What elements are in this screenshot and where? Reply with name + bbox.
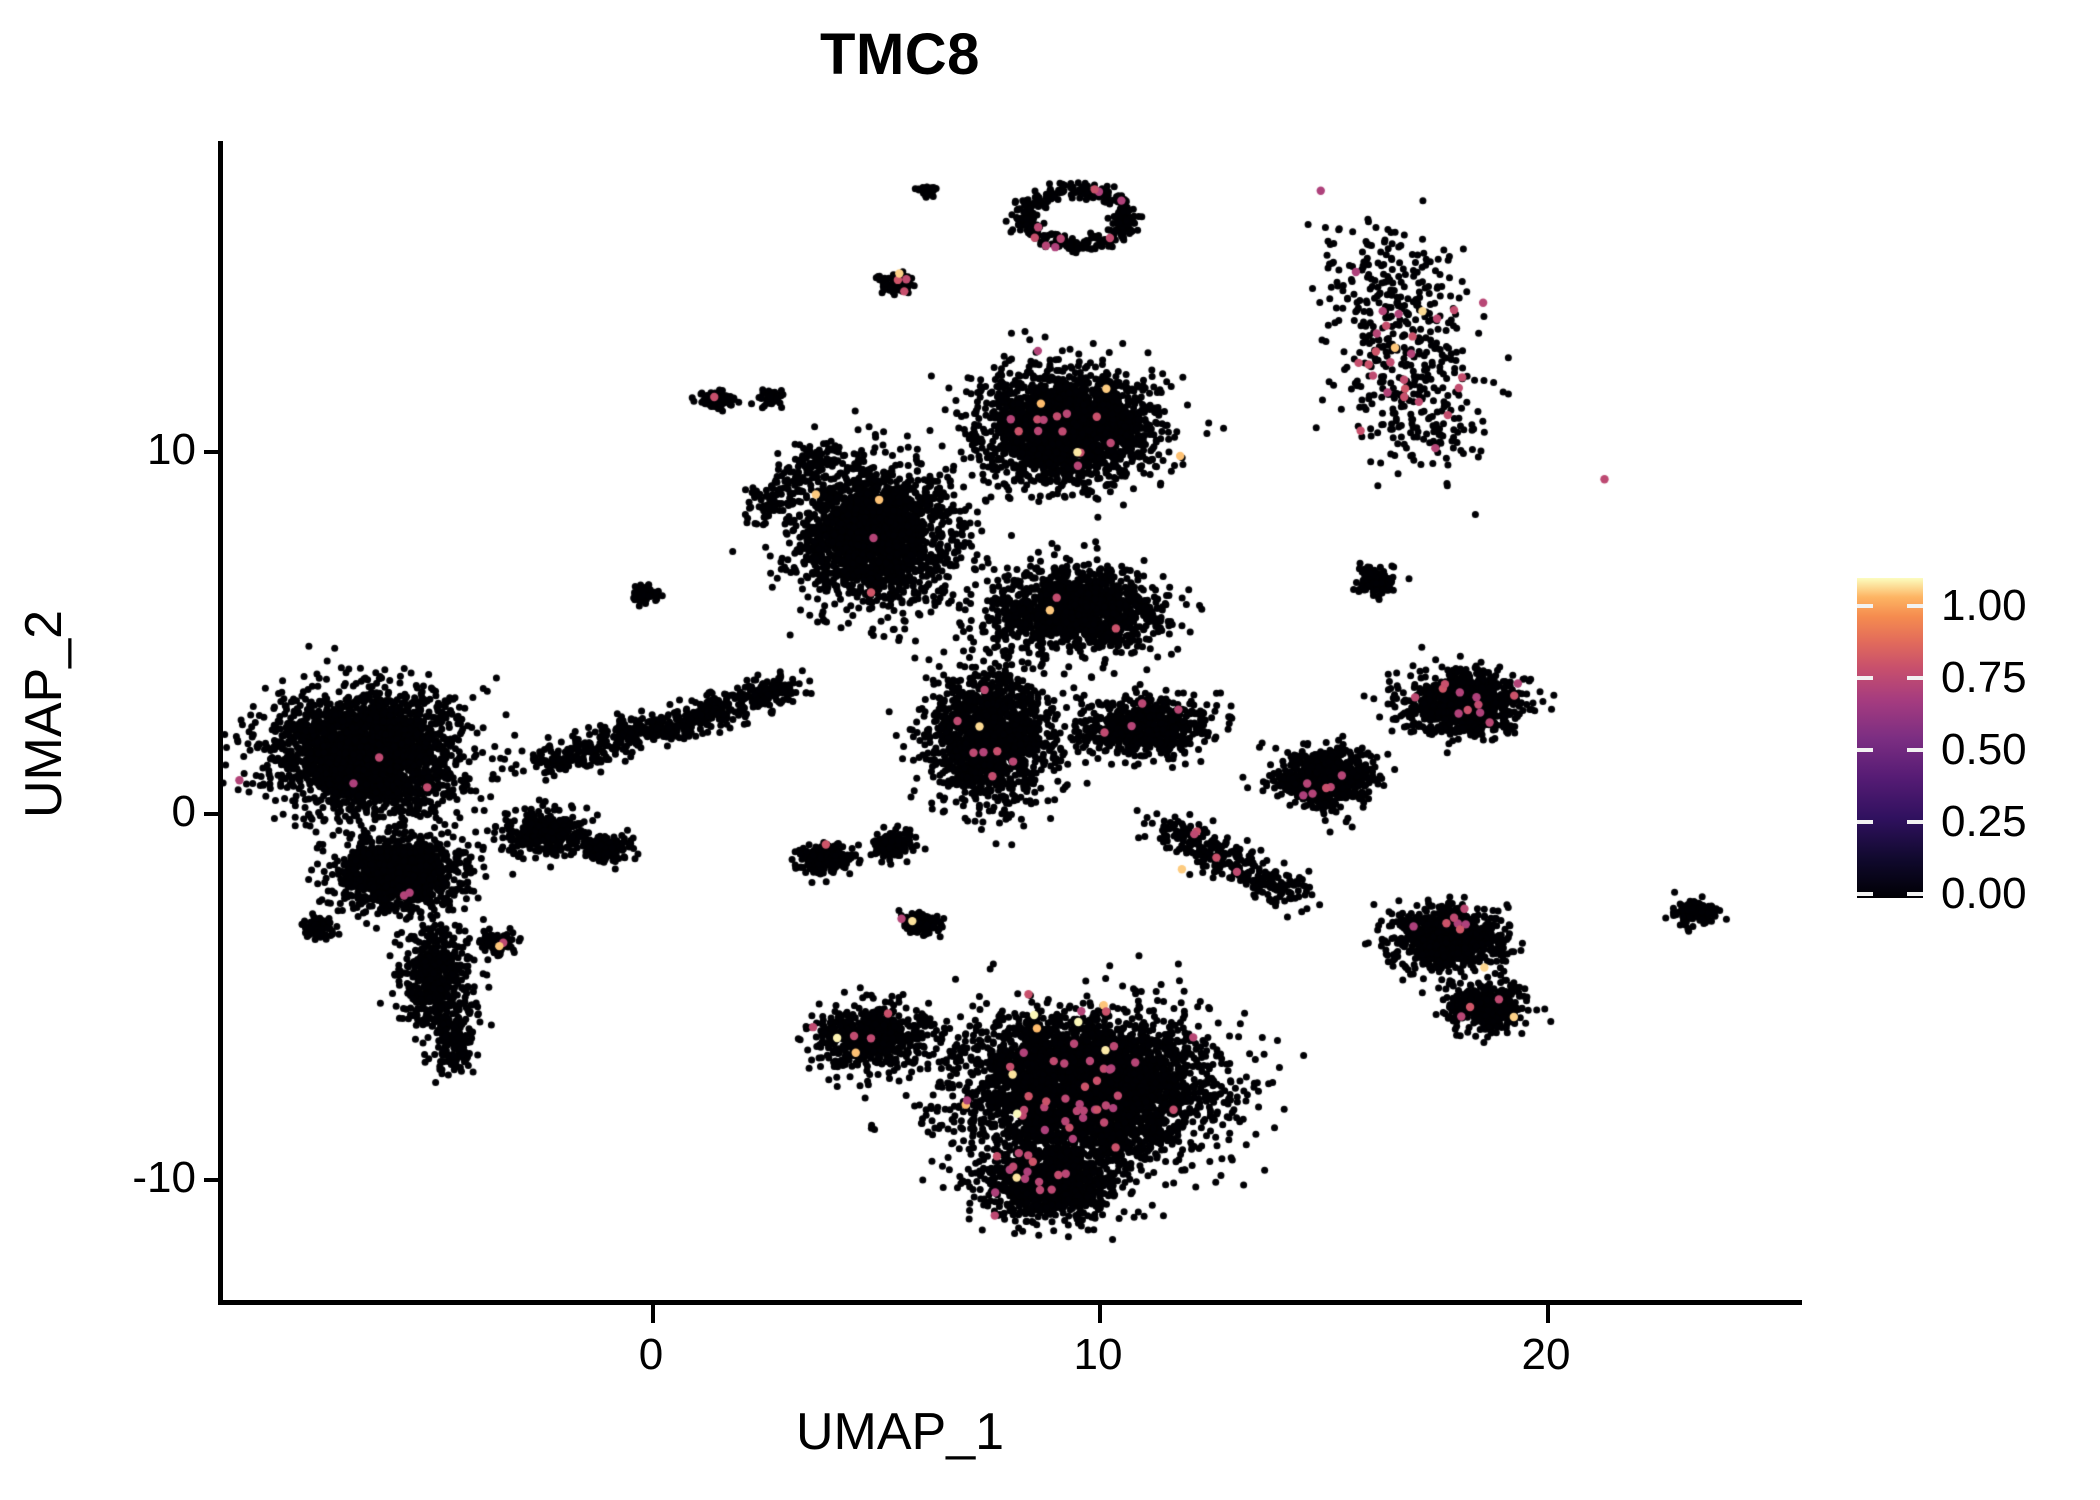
x-tick-label-0: 0 xyxy=(638,1330,664,1379)
colorbar-tick-0-75-left xyxy=(1857,676,1873,680)
y-tick-mark-10 xyxy=(204,450,222,454)
colorbar-label-0-00: 0.00 xyxy=(1941,869,2027,918)
colorbar-tick-0-25-left xyxy=(1857,820,1873,824)
colorbar-tick-0-75-right xyxy=(1907,676,1923,680)
x-tick-mark-0 xyxy=(651,1305,655,1323)
y-tick-label-10: 10 xyxy=(147,425,196,474)
colorbar xyxy=(1857,578,1923,898)
page-title: TMC8 xyxy=(820,22,980,87)
x-axis-line xyxy=(218,1300,1802,1305)
colorbar-tick-0-50-left xyxy=(1857,748,1873,752)
colorbar-tick-0-50-right xyxy=(1907,748,1923,752)
x-tick-mark-20 xyxy=(1546,1305,1550,1323)
colorbar-gradient xyxy=(1857,578,1923,898)
y-tick-mark-neg10 xyxy=(204,1178,222,1182)
y-tick-label-neg10: -10 xyxy=(132,1153,196,1202)
colorbar-label-1-00: 1.00 xyxy=(1941,581,2027,630)
y-axis-line xyxy=(218,141,223,1305)
y-tick-mark-0 xyxy=(204,812,222,816)
x-tick-mark-10 xyxy=(1098,1305,1102,1323)
colorbar-tick-0-25-right xyxy=(1907,820,1923,824)
x-tick-label-10: 10 xyxy=(1073,1330,1123,1379)
scatter-points-layer xyxy=(222,141,1800,1302)
colorbar-legend: 1.00 0.75 0.50 0.25 0.00 xyxy=(1857,578,2087,916)
y-axis-title: UMAP_2 xyxy=(15,609,73,819)
y-tick-label-0: 0 xyxy=(171,787,196,836)
colorbar-tick-1-00-left xyxy=(1857,604,1873,608)
plot-panel xyxy=(222,141,1800,1302)
colorbar-tick-0-00-right xyxy=(1907,892,1923,896)
colorbar-tick-1-00-right xyxy=(1907,604,1923,608)
colorbar-label-0-25: 0.25 xyxy=(1941,797,2027,846)
colorbar-label-0-50: 0.50 xyxy=(1941,725,2027,774)
x-tick-label-20: 20 xyxy=(1521,1330,1571,1379)
x-axis-title: UMAP_1 xyxy=(795,1403,1005,1461)
colorbar-label-0-75: 0.75 xyxy=(1941,653,2027,702)
colorbar-tick-0-00-left xyxy=(1857,892,1873,896)
